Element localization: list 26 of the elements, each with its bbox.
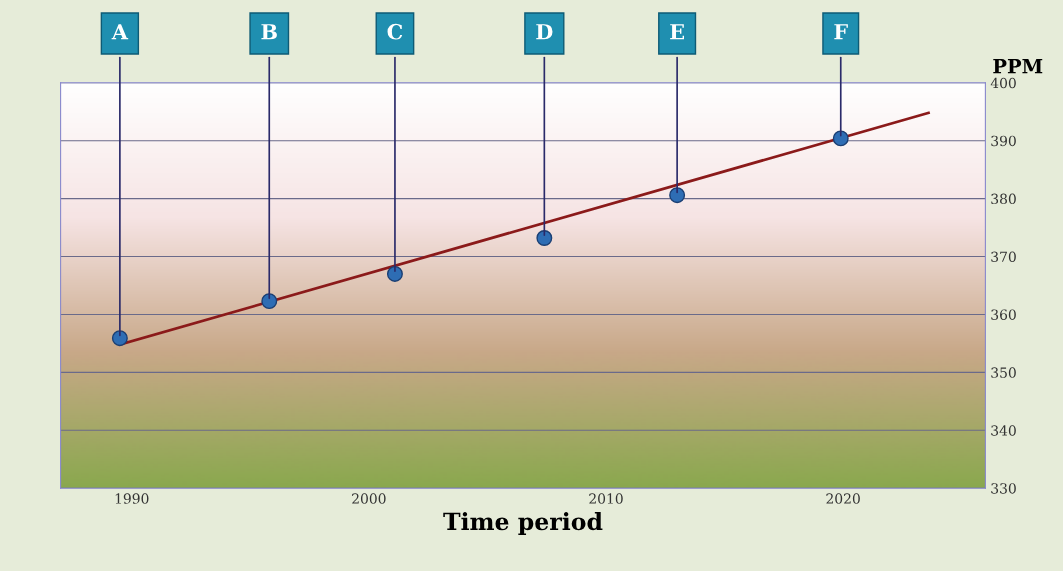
- x-tick-label: 2010: [589, 493, 623, 504]
- annotation: C: [387, 23, 403, 40]
- y-tick-label: 330: [991, 483, 1016, 494]
- point: [111, 330, 128, 347]
- x-tick-label: 2000: [352, 493, 386, 504]
- x-tick-label: 2020: [826, 493, 860, 504]
- point: [261, 293, 278, 310]
- point: [536, 230, 553, 246]
- point: [669, 187, 686, 204]
- x-tick-label: 1990: [115, 493, 149, 504]
- y-tick-label: 350: [991, 367, 1016, 378]
- y-tick-label: 340: [991, 425, 1016, 436]
- point: [832, 130, 849, 147]
- annotation: A: [111, 24, 129, 40]
- y-tick-label: 390: [991, 135, 1016, 147]
- annotation: E: [670, 24, 684, 40]
- y-tick-label: 380: [991, 193, 1016, 205]
- y-tick-label: 400: [990, 77, 1016, 89]
- y-axis-title: PPM: [993, 59, 1043, 74]
- y-tick-label: 370: [991, 251, 1016, 263]
- annotation: B: [261, 24, 277, 40]
- y-tick-label: 360: [991, 309, 1016, 320]
- annotation: D: [536, 24, 553, 40]
- x-axis-title: Time period: [443, 512, 603, 535]
- annotation: F: [834, 24, 848, 40]
- point: [386, 265, 403, 282]
